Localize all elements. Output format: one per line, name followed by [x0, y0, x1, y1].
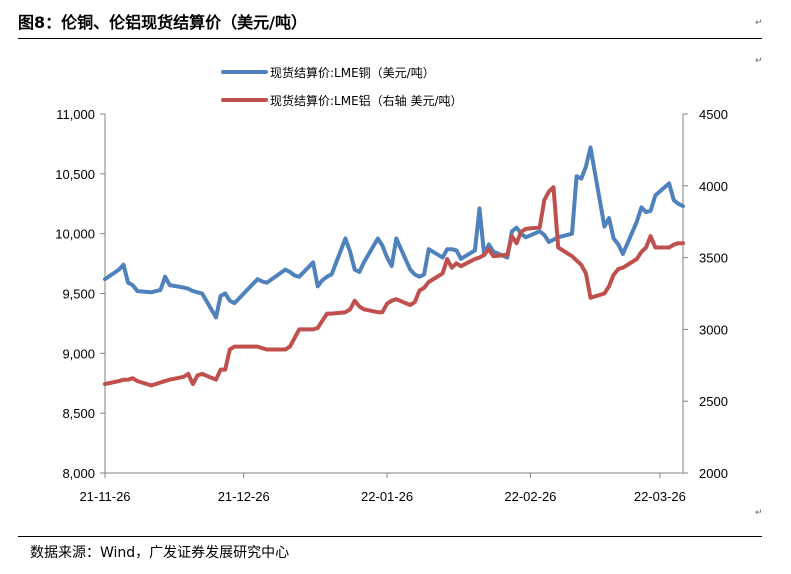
y-left-tick-label: 9,500: [62, 287, 95, 302]
source-divider: [18, 536, 762, 537]
y-left-tick-label: 8,500: [62, 406, 95, 421]
legend-label: 现货结算价:LME铜（美元/吨）: [270, 65, 435, 80]
y-left-tick-label: 10,500: [55, 167, 95, 182]
chart-title: 图8：伦铜、伦铝现货结算价（美元/吨）: [18, 13, 307, 32]
chart-series: [103, 145, 685, 388]
y-right-tick-label: 3000: [699, 322, 728, 337]
y-right-tick-label: 2500: [699, 394, 728, 409]
x-tick-label: 22-02-26: [504, 489, 556, 504]
y-right-tick-label: 4000: [699, 179, 728, 194]
title-divider: [18, 38, 762, 39]
paragraph-mark: ↵: [755, 56, 763, 66]
series-line-lme-copper: [103, 145, 685, 320]
y-left-tick-label: 8,000: [62, 466, 95, 481]
paragraph-mark: ↵: [755, 508, 763, 518]
chart-axes: 8,000 8,500 9,000 9,500 10,000 10,500 11,000 20…: [55, 107, 728, 504]
series-line-lme-aluminum: [103, 185, 685, 388]
x-tick-label: 21-12-26: [218, 489, 270, 504]
x-tick-label: 21-11-26: [79, 489, 130, 504]
paragraph-mark: ↵: [755, 18, 763, 28]
data-source: 数据来源：Wind，广发证券发展研究中心: [30, 545, 290, 561]
x-tick-label: 22-01-26: [361, 489, 413, 504]
y-left-tick-label: 9,000: [62, 346, 95, 361]
y-left-tick-label: 10,000: [55, 227, 95, 242]
chart-legend: 现货结算价:LME铜（美元/吨） 现货结算价:LME铝（右轴 美元/吨）: [221, 65, 463, 108]
y-right-tick-label: 4500: [699, 107, 728, 122]
y-right-tick-label: 3500: [699, 251, 728, 266]
y-right-tick-label: 2000: [699, 466, 728, 481]
x-tick-label: 22-03-26: [634, 489, 686, 504]
legend-label: 现货结算价:LME铝（右轴 美元/吨）: [270, 93, 463, 108]
y-left-tick-label: 11,000: [56, 107, 95, 122]
